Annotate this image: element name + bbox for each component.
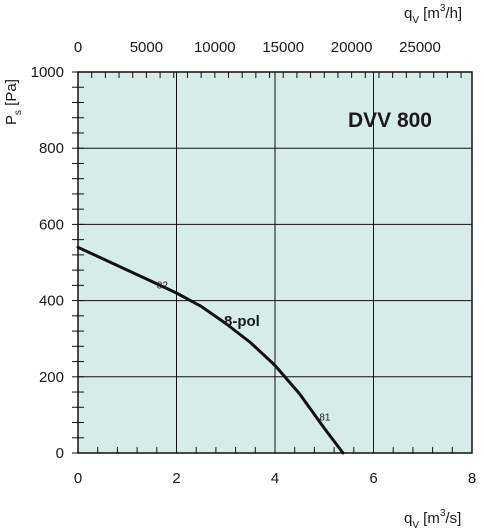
- y-tick-label: 800: [39, 140, 64, 157]
- series-line-8-pol: [76, 245, 345, 455]
- x-bottom-tick-label: 6: [369, 470, 377, 487]
- y-tick-label: 600: [39, 216, 64, 233]
- minor-ticks: [72, 71, 473, 454]
- curve-annotation-label: 82: [157, 281, 169, 292]
- y-tick-labels: 0 200 400 600 800 1000: [31, 64, 64, 462]
- x-bottom-axis-title: qV [m3/s]: [404, 508, 461, 531]
- x-bottom-tick-label: 0: [74, 470, 82, 487]
- x-top-tick-labels: 0 5000 10000 15000 20000 25000: [74, 39, 441, 56]
- x-bottom-tick-label: 2: [172, 470, 180, 487]
- chart-title: DVV 800: [348, 109, 432, 132]
- x-top-tick-label: 20000: [331, 39, 373, 56]
- y-tick-label: 0: [56, 445, 64, 462]
- x-top-tick-label: 15000: [262, 39, 304, 56]
- x-top-tick-label: 5000: [130, 39, 163, 56]
- y-tick-label: 400: [39, 293, 64, 310]
- x-bottom-tick-labels: 0 2 4 6 8: [74, 470, 476, 487]
- y-tick-label: 200: [39, 369, 64, 386]
- x-bottom-tick-label: 8: [468, 470, 476, 487]
- x-bottom-tick-label: 4: [271, 470, 279, 487]
- y-tick-label: 1000: [31, 64, 64, 81]
- x-top-tick-label: 25000: [399, 39, 441, 56]
- x-top-tick-label: 10000: [194, 39, 236, 56]
- series-label-8-pol: 8-pol: [224, 313, 260, 330]
- y-axis-title: Ps [Pa]: [3, 79, 24, 125]
- plot-frame: [77, 71, 473, 454]
- x-top-tick-label: 0: [74, 39, 82, 56]
- x-top-axis-title: qV [m3/h]: [404, 3, 462, 26]
- curve-annotations: 82 81: [157, 281, 331, 424]
- curve-annotation-label: 81: [319, 412, 331, 423]
